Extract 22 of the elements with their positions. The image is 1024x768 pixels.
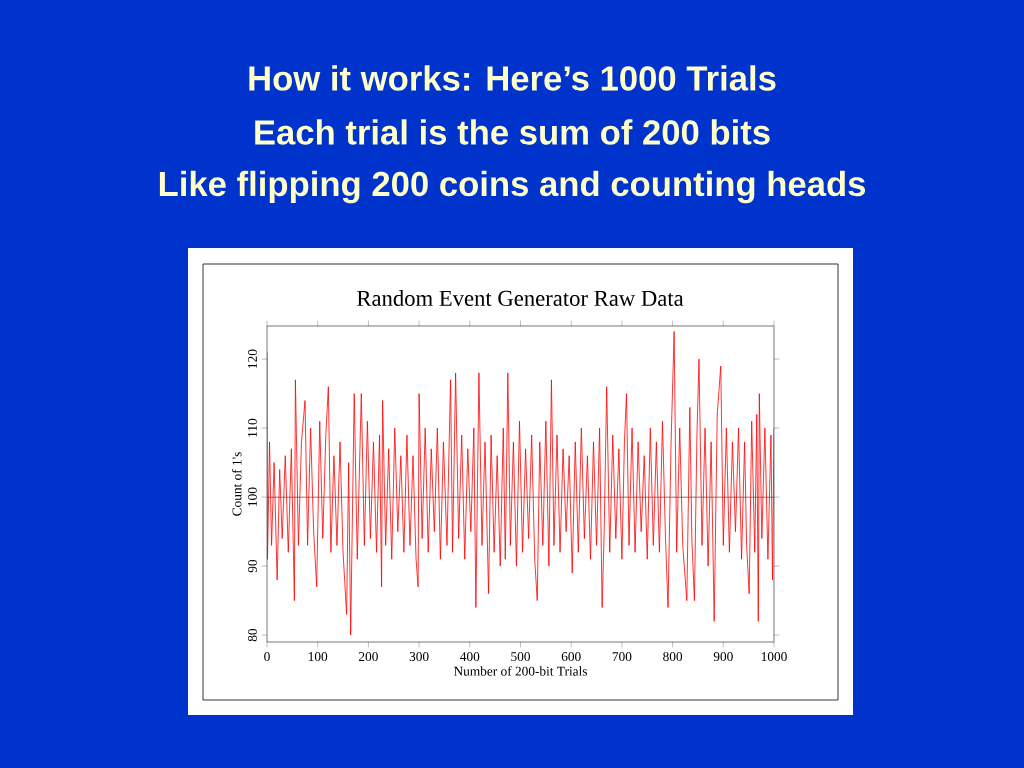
y-tick-label: 100 — [247, 487, 257, 506]
y-tick-label: 120 — [247, 349, 257, 368]
text: Like flipping 200 coins and counting heads — [159, 170, 866, 204]
x-tick-label: 400 — [460, 652, 480, 662]
x-tick-label: 100 — [308, 652, 328, 662]
y-tick-label: 110 — [247, 418, 257, 437]
x-tick-label: 300 — [409, 652, 429, 662]
y-tick-label: 80 — [247, 628, 257, 642]
x-tick-label: 500 — [511, 652, 531, 662]
x-tick-label: 1000 — [761, 652, 787, 662]
x-tick-label: 700 — [612, 652, 632, 662]
x-tick-label: 800 — [663, 652, 683, 662]
text: How it works: Here’s 1000 Trials — [249, 65, 776, 91]
y-tick-label: 90 — [247, 559, 257, 573]
text: Each trial is the sum of 200 bits — [255, 119, 770, 145]
chart-title: Random Event Generator Raw Data — [357, 290, 684, 306]
x-tick-label: 600 — [561, 652, 581, 662]
x-tick-label: 0 — [264, 652, 270, 662]
x-tick-label: 200 — [358, 652, 378, 662]
x-axis-title: Number of 200-bit Trials — [453, 666, 588, 676]
x-tick-label: 900 — [713, 652, 733, 662]
y-axis-title: Count of 1's — [231, 452, 242, 516]
